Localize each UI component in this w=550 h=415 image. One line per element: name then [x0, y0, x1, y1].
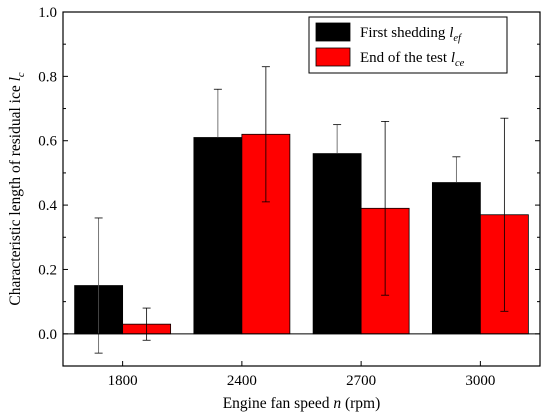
x-tick-label: 1800: [108, 373, 138, 389]
legend-label-end-of-test-var: l: [451, 50, 455, 66]
bars-layer: [74, 133, 529, 335]
legend-label-first-shedding-sub: ef: [453, 33, 463, 44]
legend-swatch-first-shedding: [315, 22, 351, 42]
y-axis-title-sub: c: [16, 72, 27, 77]
y-tick-label: 0.2: [38, 262, 57, 278]
x-axis-title: Engine fan speed n (rpm): [223, 395, 381, 412]
y-tick-label: 0.6: [38, 134, 57, 150]
legend-label-end-of-test-sub: ce: [455, 58, 465, 69]
y-axis: 0.0 0.2 0.4 0.6 0.8 1.0: [38, 5, 540, 343]
bar-first-shedding: [193, 137, 243, 335]
plot-frame: [62, 11, 541, 367]
legend-label-first-shedding-var: l: [449, 25, 453, 41]
legend: First shedding lef End of the test lce: [308, 16, 508, 74]
legend-label-end-of-test-text: End of the test: [360, 50, 451, 66]
x-tick-label: 2400: [227, 373, 257, 389]
x-axis-title-suffix: (rpm): [341, 395, 380, 412]
x-axis-title-var: n: [333, 395, 341, 412]
y-tick-label: 0.4: [38, 198, 57, 214]
y-axis-title-prefix: Characteristic length of residual ice: [7, 81, 24, 305]
x-tick-label: 3000: [465, 373, 495, 389]
y-axis-title: Characteristic length of residual ice lc: [7, 72, 27, 306]
y-tick-label: 0.8: [38, 69, 57, 85]
legend-swatch-end-of-test: [315, 47, 351, 67]
y-tick-label: 1.0: [38, 5, 57, 21]
x-axis-title-prefix: Engine fan speed: [223, 395, 334, 412]
error-bars-layer: [94, 66, 509, 354]
x-tick-label: 2700: [346, 373, 376, 389]
y-tick-label: 0.0: [38, 327, 57, 343]
x-axis: 1800 2400 2700 3000: [108, 361, 495, 389]
bar-first-shedding: [431, 182, 481, 335]
y-axis-title-var: l: [7, 77, 24, 81]
legend-label-first-shedding-text: First shedding: [360, 25, 449, 41]
legend-label-end-of-test: End of the test lce: [360, 50, 465, 69]
bar-first-shedding: [312, 153, 362, 335]
legend-label-first-shedding: First shedding lef: [360, 25, 463, 44]
